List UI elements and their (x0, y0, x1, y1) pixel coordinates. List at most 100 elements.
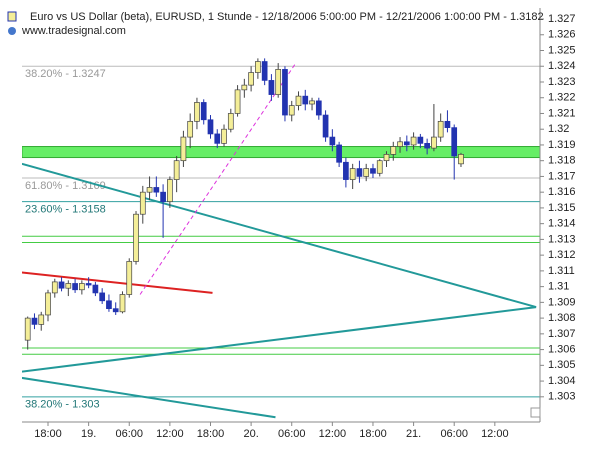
x-tick-label: 21. (406, 428, 421, 440)
candle-body (288, 105, 295, 116)
candle-body (139, 191, 146, 215)
candle-body (31, 317, 38, 325)
candle-body (261, 61, 268, 81)
candle-body (275, 69, 282, 95)
candle-body (451, 127, 458, 157)
candle-body (268, 80, 275, 95)
candle-body (397, 141, 403, 147)
candle-body (126, 261, 133, 295)
candle-body (356, 168, 363, 177)
y-tick-label: 1.313 (548, 233, 576, 245)
y-tick-label: 1.307 (548, 328, 576, 340)
y-tick-label: 1.303 (548, 391, 576, 403)
subtitle: www.tradesignal.com (21, 25, 126, 37)
x-tick-label: 06:00 (278, 428, 306, 440)
y-tick-label: 1.316 (548, 186, 576, 198)
y-tick-label: 1.321 (548, 107, 576, 119)
candle-body (336, 144, 342, 163)
y-tick-label: 1.31 (548, 281, 569, 293)
candle-body (343, 161, 349, 180)
candle-body (410, 136, 417, 146)
candle-body (329, 136, 336, 146)
x-tick-label: 12:00 (319, 428, 347, 440)
x-tick-label: 06:00 (440, 428, 468, 440)
trend-line (139, 62, 297, 295)
y-tick-label: 1.327 (548, 13, 576, 25)
candle-body (106, 300, 112, 310)
candle-body (194, 102, 200, 122)
y-tick-label: 1.304 (548, 375, 576, 387)
candle-body (207, 119, 214, 135)
candle-body (112, 308, 119, 313)
x-tick-label: 06:00 (115, 428, 143, 440)
candle-body (376, 160, 383, 174)
candle-body (403, 141, 410, 146)
legend-icon (7, 11, 17, 22)
candle-body (153, 187, 160, 193)
x-tick-label: 18:00 (359, 428, 387, 440)
level-label: 61.80% - 1.3169 (25, 180, 106, 192)
candle-body (79, 283, 85, 291)
y-tick-label: 1.317 (548, 170, 576, 182)
y-tick-label: 1.315 (548, 202, 576, 214)
candle-body (146, 187, 153, 193)
trend-line (22, 376, 276, 419)
y-tick-label: 1.311 (548, 265, 575, 277)
level-label: 38.20% - 1.303 (25, 399, 100, 411)
candle-body (315, 100, 322, 116)
candle-body (167, 179, 173, 202)
y-tick-label: 1.309 (548, 296, 576, 308)
candle-body (255, 61, 261, 73)
candle-body (302, 95, 309, 105)
level-label: 23.60% - 1.3158 (25, 204, 106, 216)
zone (22, 146, 540, 159)
chart-title: Euro vs US Dollar (beta), EURUSD, 1 Stun… (30, 11, 544, 23)
resize-icon (530, 407, 541, 418)
candle-body (214, 133, 221, 144)
y-tick-label: 1.325 (548, 44, 576, 56)
trend-line (22, 162, 537, 309)
candle-body (221, 128, 227, 144)
candle-body (309, 100, 315, 105)
trend-line (22, 306, 537, 373)
candle-body (119, 294, 126, 313)
candle-body (424, 143, 430, 149)
y-tick-label: 1.324 (548, 60, 576, 72)
candle-body (234, 89, 241, 114)
candle-body (173, 160, 180, 180)
x-tick-label: 18:00 (197, 428, 225, 440)
y-tick-label: 1.308 (548, 312, 576, 324)
y-tick-label: 1.319 (548, 139, 576, 151)
x-tick-label: 20. (243, 428, 258, 440)
x-tick-label: 12:00 (481, 428, 509, 440)
candle-body (133, 213, 139, 262)
candle-body (24, 317, 31, 341)
candle-body (45, 292, 51, 316)
y-tick-label: 1.306 (548, 343, 576, 355)
y-tick-label: 1.322 (548, 92, 576, 104)
candle-body (458, 154, 464, 165)
candle-body (38, 314, 45, 325)
y-tick-label: 1.314 (548, 218, 576, 230)
candle-body (85, 283, 92, 286)
trend-line (22, 271, 213, 294)
candle-body (180, 136, 187, 162)
candle-body (363, 168, 370, 177)
candle-body (431, 136, 437, 149)
candle-body (370, 168, 376, 174)
candle-body (322, 114, 329, 138)
candle-body (390, 146, 397, 155)
candle-body (241, 84, 248, 91)
candle-body (437, 120, 444, 138)
candle-body (295, 95, 302, 106)
candle-body (65, 283, 72, 289)
x-tick-label: 18:00 (34, 428, 62, 440)
y-tick-label: 1.32 (548, 123, 569, 135)
candle-body (248, 72, 254, 86)
candle-body (187, 120, 194, 138)
candle-body (200, 102, 207, 121)
y-tick-label: 1.318 (548, 155, 576, 167)
candle-body (282, 69, 288, 116)
